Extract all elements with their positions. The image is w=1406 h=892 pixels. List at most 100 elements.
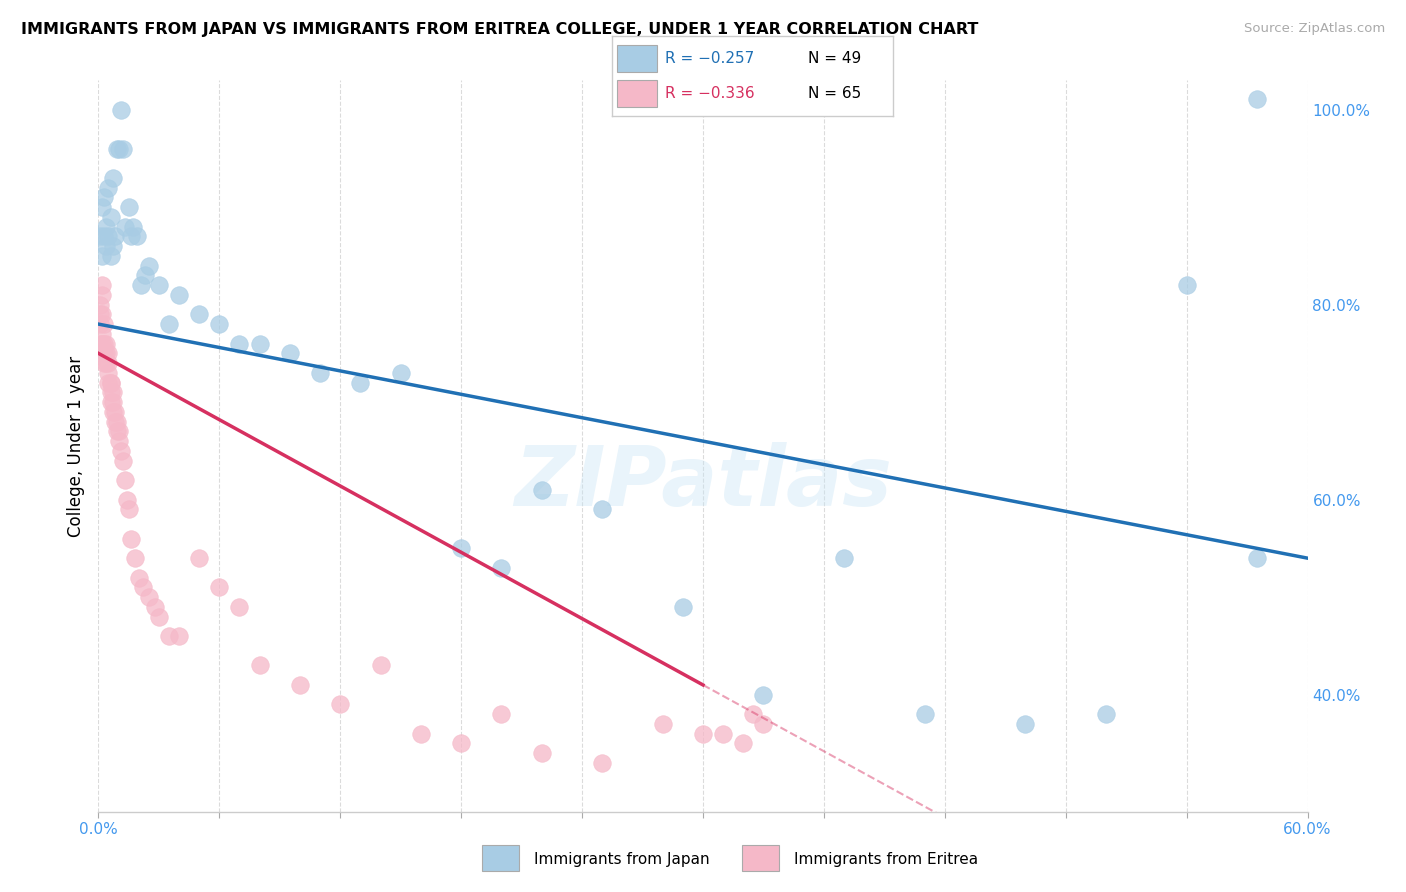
Point bbox=[329, 698, 352, 712]
Point bbox=[96, 239, 118, 253]
Point bbox=[105, 415, 128, 429]
Point bbox=[228, 336, 250, 351]
Point bbox=[651, 717, 673, 731]
Point bbox=[93, 356, 115, 370]
Point bbox=[530, 483, 553, 497]
Point bbox=[120, 229, 142, 244]
Point bbox=[89, 297, 111, 311]
Point bbox=[107, 142, 129, 156]
Point bbox=[148, 609, 170, 624]
Point bbox=[101, 395, 124, 409]
Point bbox=[100, 385, 122, 400]
Text: Immigrants from Eritrea: Immigrants from Eritrea bbox=[794, 852, 979, 867]
Point bbox=[914, 707, 936, 722]
Point bbox=[107, 425, 129, 439]
Point bbox=[288, 678, 311, 692]
Point bbox=[91, 326, 114, 341]
Text: N = 65: N = 65 bbox=[808, 86, 862, 101]
Point bbox=[103, 229, 125, 244]
Point bbox=[89, 307, 111, 321]
Point bbox=[491, 561, 513, 575]
Point bbox=[111, 453, 134, 467]
Point bbox=[1175, 278, 1198, 293]
Point bbox=[138, 259, 160, 273]
Point bbox=[101, 405, 124, 419]
Point bbox=[148, 278, 170, 293]
Point bbox=[118, 502, 141, 516]
Point bbox=[121, 219, 143, 234]
Point bbox=[208, 317, 231, 331]
Point bbox=[309, 366, 332, 380]
Point bbox=[100, 376, 122, 390]
Point bbox=[450, 541, 472, 556]
Point bbox=[100, 395, 122, 409]
Text: IMMIGRANTS FROM JAPAN VS IMMIGRANTS FROM ERITREA COLLEGE, UNDER 1 YEAR CORRELATI: IMMIGRANTS FROM JAPAN VS IMMIGRANTS FROM… bbox=[21, 22, 979, 37]
Point bbox=[91, 278, 114, 293]
Point bbox=[672, 599, 695, 614]
Point bbox=[110, 443, 132, 458]
Point bbox=[89, 336, 111, 351]
Point bbox=[167, 629, 190, 643]
Point bbox=[530, 746, 553, 760]
Point bbox=[491, 707, 513, 722]
Point bbox=[101, 170, 124, 185]
Point bbox=[409, 727, 432, 741]
Point bbox=[1014, 717, 1036, 731]
Point bbox=[111, 142, 134, 156]
Point bbox=[742, 707, 765, 722]
Text: R = −0.257: R = −0.257 bbox=[665, 51, 754, 66]
Point bbox=[752, 717, 775, 731]
Point bbox=[125, 229, 148, 244]
Point bbox=[157, 317, 180, 331]
Point bbox=[228, 599, 250, 614]
Y-axis label: College, Under 1 year: College, Under 1 year bbox=[66, 355, 84, 537]
Point bbox=[1246, 127, 1268, 141]
Point bbox=[450, 736, 472, 750]
Point bbox=[733, 736, 755, 750]
Text: R = −0.336: R = −0.336 bbox=[665, 86, 755, 101]
Point bbox=[97, 180, 120, 194]
Point bbox=[93, 317, 115, 331]
Point bbox=[93, 190, 115, 204]
Point bbox=[96, 219, 118, 234]
Point bbox=[96, 346, 118, 360]
Text: Source: ZipAtlas.com: Source: ZipAtlas.com bbox=[1244, 22, 1385, 36]
Point bbox=[129, 278, 152, 293]
Text: N = 49: N = 49 bbox=[808, 51, 862, 66]
Point bbox=[124, 551, 146, 566]
Point bbox=[96, 336, 118, 351]
Point bbox=[278, 346, 301, 360]
Point bbox=[97, 229, 120, 244]
Point bbox=[591, 756, 613, 770]
Point bbox=[101, 385, 124, 400]
Text: ZIPatlas: ZIPatlas bbox=[515, 442, 891, 523]
FancyBboxPatch shape bbox=[617, 80, 657, 107]
Point bbox=[114, 473, 136, 487]
Point bbox=[115, 492, 138, 507]
Point bbox=[157, 629, 180, 643]
Point bbox=[249, 336, 271, 351]
Point bbox=[93, 229, 115, 244]
Point bbox=[91, 249, 114, 263]
Point bbox=[93, 346, 115, 360]
Point bbox=[349, 376, 371, 390]
Point bbox=[114, 219, 136, 234]
Point bbox=[93, 336, 115, 351]
Point bbox=[389, 366, 412, 380]
Point bbox=[96, 356, 118, 370]
Point bbox=[91, 336, 114, 351]
Point bbox=[832, 551, 855, 566]
Point bbox=[132, 581, 155, 595]
Point bbox=[110, 103, 132, 117]
Point bbox=[134, 268, 156, 283]
Point bbox=[103, 405, 125, 419]
Point bbox=[100, 249, 122, 263]
Point bbox=[249, 658, 271, 673]
Point bbox=[97, 346, 120, 360]
Point bbox=[692, 727, 714, 741]
Point bbox=[167, 288, 190, 302]
Point bbox=[91, 288, 114, 302]
Point bbox=[188, 551, 211, 566]
Point bbox=[1095, 707, 1118, 722]
Point bbox=[91, 200, 114, 214]
